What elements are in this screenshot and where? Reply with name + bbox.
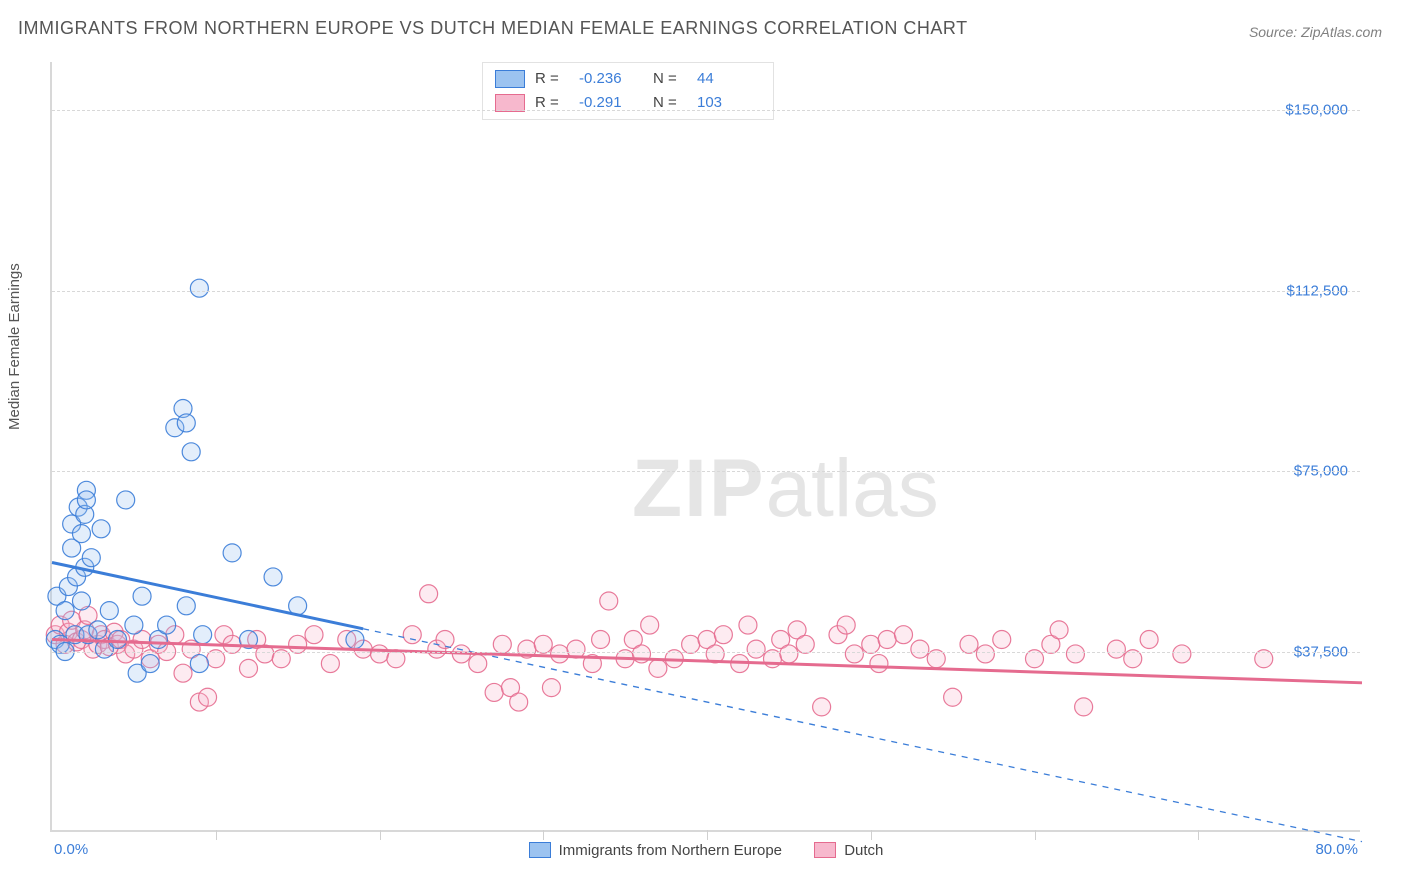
scatter-point [117,491,135,509]
legend-n-label: N = [653,67,687,91]
legend-label-northern-europe: Immigrants from Northern Europe [559,842,782,859]
scatter-point [600,592,618,610]
scatter-point [870,655,888,673]
trendline-dashed [363,629,1362,842]
scatter-point [194,626,212,644]
scatter-point [240,659,258,677]
scatter-point [371,645,389,663]
x-tick [1035,830,1036,840]
gridline [52,110,1360,111]
scatter-point [72,592,90,610]
scatter-point [100,602,118,620]
legend-r-label: R = [535,91,569,115]
scatter-point [190,279,208,297]
legend-n-value-ne: 44 [697,67,761,91]
scatter-point [813,698,831,716]
scatter-point [321,655,339,673]
scatter-point [305,626,323,644]
scatter-point [469,655,487,673]
swatch-northern-europe [495,70,525,88]
legend-r-value-ne: -0.236 [579,67,643,91]
legend-row-dutch: R = -0.291 N = 103 [495,91,761,115]
legend-label-dutch: Dutch [844,842,883,859]
scatter-point [125,616,143,634]
scatter-point [1107,640,1125,658]
scatter-point [837,616,855,634]
scatter-point [346,631,364,649]
scatter-point [223,544,241,562]
correlation-legend: R = -0.236 N = 44 R = -0.291 N = 103 [482,62,774,120]
scatter-point [89,621,107,639]
x-tick [1198,830,1199,840]
scatter-point [649,659,667,677]
x-tick [380,830,381,840]
scatter-point [182,443,200,461]
x-tick [216,830,217,840]
legend-row-northern-europe: R = -0.236 N = 44 [495,67,761,91]
scatter-point [174,664,192,682]
scatter-point [109,631,127,649]
scatter-point [177,414,195,432]
scatter-point [77,491,95,509]
scatter-point [1050,621,1068,639]
scatter-point [895,626,913,644]
legend-n-label: N = [653,91,687,115]
scatter-point [1066,645,1084,663]
scatter-point [190,655,208,673]
swatch-dutch [814,842,836,858]
scatter-point [911,640,929,658]
swatch-northern-europe [529,842,551,858]
scatter-point [141,655,159,673]
scatter-point [993,631,1011,649]
scatter-point [592,631,610,649]
x-tick [707,830,708,840]
gridline [52,652,1360,653]
source-attribution: Source: ZipAtlas.com [1249,24,1382,40]
scatter-point [177,597,195,615]
scatter-point [747,640,765,658]
trendline-solid [52,563,363,629]
scatter-point [264,568,282,586]
scatter-point [158,616,176,634]
chart-title: IMMIGRANTS FROM NORTHERN EUROPE VS DUTCH… [18,18,968,39]
scatter-point [976,645,994,663]
scatter-point [199,688,217,706]
scatter-point [878,631,896,649]
scatter-point [714,626,732,644]
scatter-point [72,525,90,543]
y-axis-label: Median Female Earnings [6,263,23,430]
scatter-point [845,645,863,663]
scatter-point [436,631,454,649]
series-legend: Immigrants from Northern Europe Dutch [52,842,1360,863]
scatter-point [542,679,560,697]
legend-r-value-dutch: -0.291 [579,91,643,115]
gridline [52,291,1360,292]
legend-item-dutch: Dutch [814,842,883,859]
scatter-point [420,585,438,603]
scatter-point [403,626,421,644]
scatter-point [1140,631,1158,649]
scatter-point [944,688,962,706]
scatter-point [1075,698,1093,716]
scatter-point [133,587,151,605]
chart-area: ZIPatlas R = -0.236 N = 44 R = -0.291 N … [50,62,1360,832]
scatter-plot-svg [52,62,1360,830]
scatter-point [1173,645,1191,663]
scatter-point [56,602,74,620]
scatter-point [485,683,503,701]
scatter-point [92,520,110,538]
scatter-point [551,645,569,663]
legend-item-northern-europe: Immigrants from Northern Europe [529,842,782,859]
scatter-point [82,549,100,567]
x-tick [543,830,544,840]
x-tick [871,830,872,840]
scatter-point [510,693,528,711]
legend-r-label: R = [535,67,569,91]
scatter-point [739,616,757,634]
scatter-point [780,645,798,663]
scatter-point [641,616,659,634]
legend-n-value-dutch: 103 [697,91,761,115]
gridline [52,471,1360,472]
